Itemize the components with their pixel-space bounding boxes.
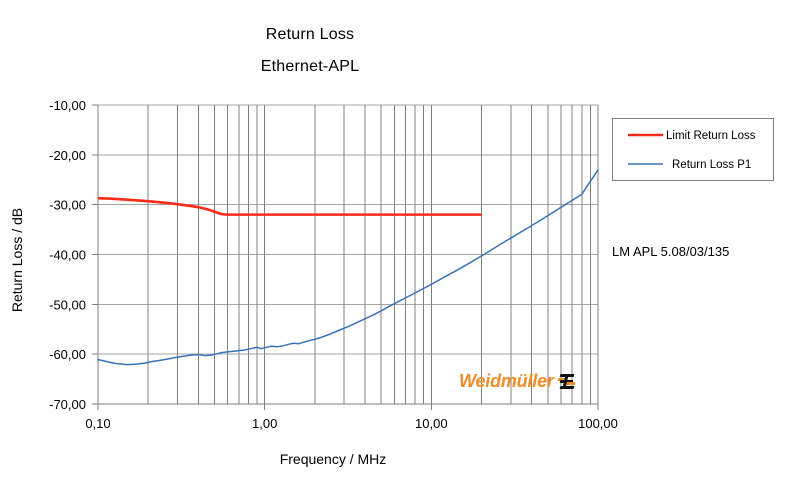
chart-subtitle: Ethernet-APL: [260, 58, 360, 75]
gridlines-group: [97, 104, 599, 405]
x-tick-labels-group: 0,10 1,00 10,00 100,00: [85, 416, 618, 431]
legend-box: [612, 118, 774, 181]
x-tick-label: 1,00: [252, 416, 277, 431]
annotation-label: LM APL 5.08/03/135: [612, 244, 729, 259]
series-limit-return-loss: [97, 196, 482, 216]
axis-ticks-group: [92, 104, 599, 410]
y-tick-label: -40,00: [49, 248, 86, 263]
legend-item-limit-return-loss[interactable]: Limit Return Loss: [628, 130, 756, 142]
legend: Limit Return Loss Return Loss P1: [612, 118, 774, 181]
weidmueller-logo-mark-icon: [557, 373, 577, 390]
y-tick-label: -70,00: [49, 397, 86, 412]
x-axis-title: Frequency / MHz: [280, 451, 387, 467]
legend-label-return-loss-p1: Return Loss P1: [672, 159, 751, 171]
y-tick-label: -10,00: [49, 98, 86, 113]
x-tick-label: 0,10: [85, 416, 110, 431]
weidmueller-logo-text: Weidmüller: [459, 371, 554, 391]
y-tick-label: -30,00: [49, 198, 86, 213]
y-axis-title: Return Loss / dB: [9, 208, 25, 312]
y-tick-label: -60,00: [49, 347, 86, 362]
series-return-loss-p1: [97, 169, 599, 366]
x-tick-label: 100,00: [578, 416, 618, 431]
y-tick-label: -20,00: [49, 148, 86, 163]
weidmueller-logo: Weidmüller: [459, 371, 577, 392]
x-tick-label: 10,00: [415, 416, 448, 431]
y-tick-labels-group: -10,00 -20,00 -30,00 -40,00 -50,00 -60,00 -70,…: [49, 98, 86, 412]
legend-label-limit-return-loss: Limit Return Loss: [666, 130, 756, 142]
chart-title-block: Return Loss Ethernet-APL: [0, 24, 620, 78]
chart-title: Return Loss: [265, 26, 355, 43]
legend-item-return-loss-p1[interactable]: Return Loss P1: [628, 159, 751, 171]
y-tick-label: -50,00: [49, 297, 86, 312]
